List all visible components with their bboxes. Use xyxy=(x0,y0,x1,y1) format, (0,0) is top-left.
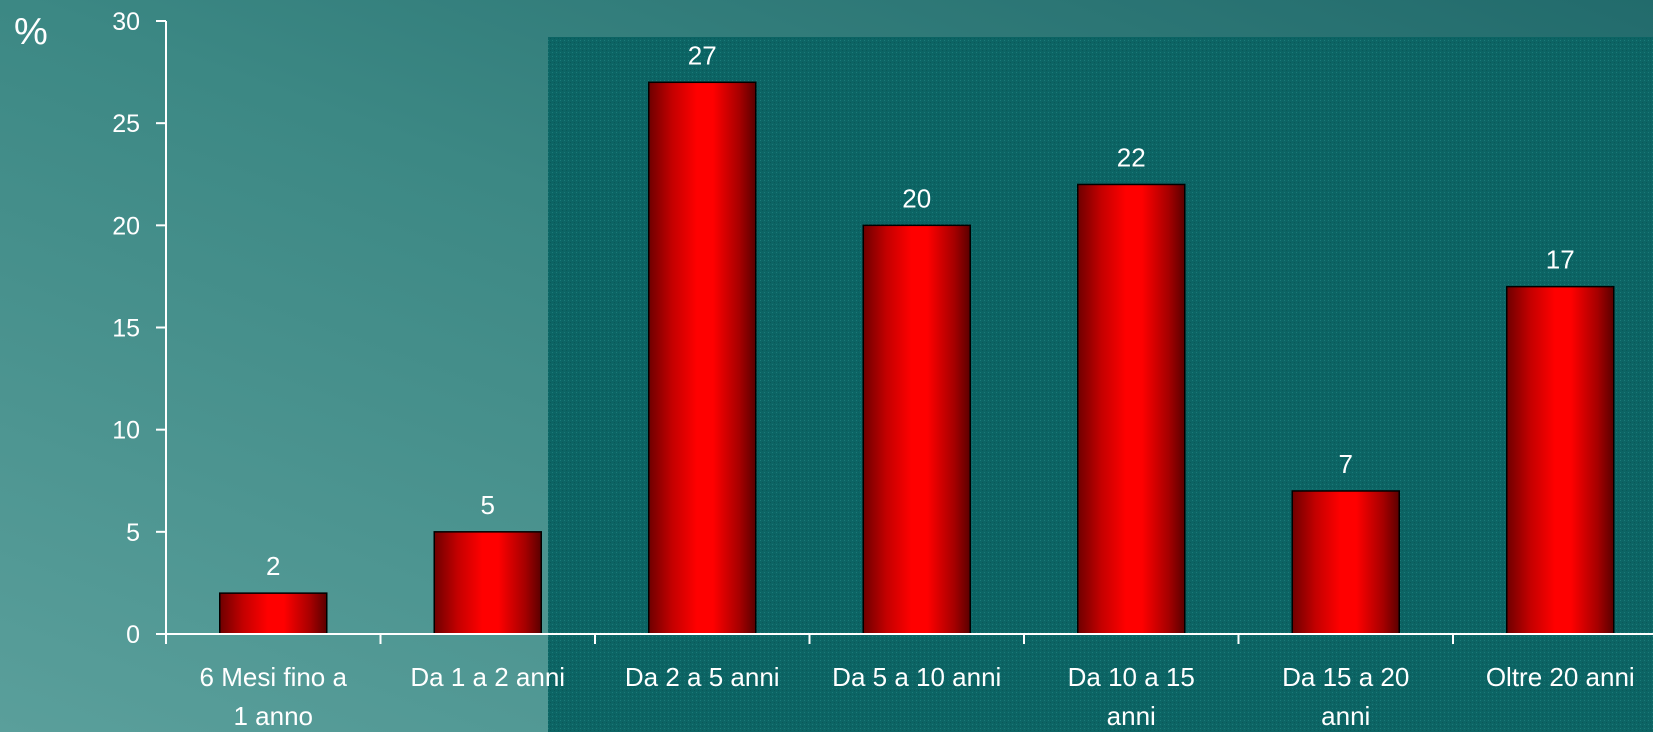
category-label: Da 2 a 5 anni xyxy=(625,662,780,692)
bar xyxy=(862,224,971,635)
y-tick-label: 10 xyxy=(112,417,140,445)
category-label: Oltre 20 anni xyxy=(1486,662,1635,692)
y-tick-label: 25 xyxy=(112,110,140,138)
category-label: anni xyxy=(1321,701,1370,731)
data-label: 22 xyxy=(1117,142,1146,172)
data-label: 7 xyxy=(1339,449,1353,479)
bar xyxy=(648,81,757,635)
data-labels: 2 5 27 20 22 7 17 xyxy=(266,40,1575,581)
bar xyxy=(1506,285,1615,635)
y-tick-label: 20 xyxy=(112,212,140,240)
bar xyxy=(433,531,542,635)
category-label: Da 15 a 20 xyxy=(1282,662,1409,692)
bar xyxy=(1077,183,1186,635)
y-axis-unit-label: % xyxy=(14,11,48,53)
y-tick-label: 30 xyxy=(112,8,140,36)
category-label: Da 10 a 15 xyxy=(1068,662,1195,692)
category-label: 6 Mesi fino a xyxy=(200,662,348,692)
bar xyxy=(1291,490,1400,635)
category-label: Da 5 a 10 anni xyxy=(832,662,1001,692)
y-tick-label: 15 xyxy=(112,315,140,343)
data-label: 17 xyxy=(1546,245,1575,275)
data-label: 2 xyxy=(266,551,280,581)
bars xyxy=(219,81,1615,635)
data-label: 27 xyxy=(688,40,717,70)
y-tick-label: 0 xyxy=(126,621,140,649)
data-label: 20 xyxy=(902,183,931,213)
data-label: 5 xyxy=(481,490,495,520)
category-label: anni xyxy=(1107,701,1156,731)
category-label: 1 anno xyxy=(233,701,313,731)
y-axis-ticks: 0 5 10 15 20 25 30 xyxy=(112,8,167,649)
y-tick-label: 5 xyxy=(126,519,140,547)
category-label: Da 1 a 2 anni xyxy=(410,662,565,692)
bar xyxy=(219,592,328,635)
category-labels: 6 Mesi fino a 1 anno Da 1 a 2 anni Da 2 a 5… xyxy=(200,662,1635,731)
x-axis xyxy=(165,633,1653,644)
